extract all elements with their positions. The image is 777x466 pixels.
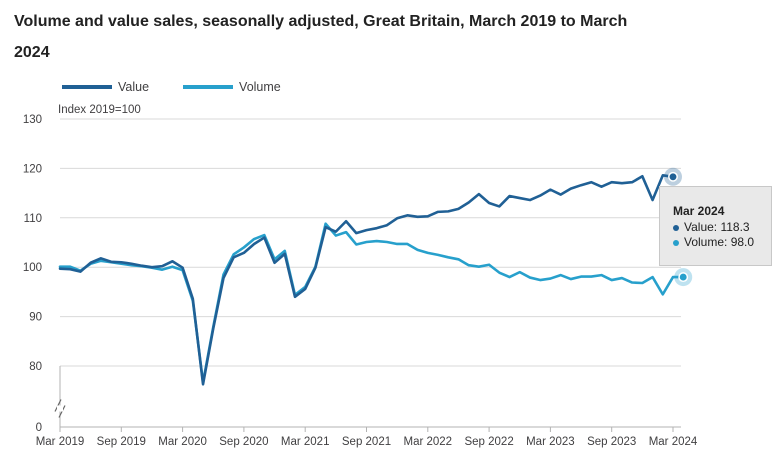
legend-label-value: Value (118, 80, 150, 94)
chart-title: Volume and value sales, seasonally adjus… (14, 13, 628, 61)
legend-swatch-volume (183, 85, 234, 89)
x-tick-label: Sep 2023 (587, 436, 636, 448)
marker-point-volume (678, 272, 689, 283)
legend-item-volume[interactable]: Volume (183, 80, 281, 94)
tooltip-dot-value (673, 224, 679, 231)
y-tick-label: 90 (29, 312, 42, 324)
y-tick-label: 110 (24, 213, 42, 225)
y-tick-label: 130 (23, 114, 42, 126)
series-line-volume (58, 222, 685, 384)
series-line-value (58, 174, 675, 386)
x-tick-label: Sep 2020 (219, 436, 268, 448)
hover-tooltip: Mar 2024 Value: 118.3 Volume: 98.0 (659, 186, 772, 266)
series-lines (58, 174, 685, 386)
tooltip-value-text: Value: 118.3 (684, 220, 750, 234)
legend-label-volume: Volume (239, 80, 281, 94)
x-tick-label: Sep 2021 (342, 436, 391, 448)
x-tick-label: Mar 2024 (649, 436, 698, 448)
y-tick-label: 120 (23, 163, 42, 175)
x-tick-label: Sep 2019 (97, 436, 146, 448)
tooltip-row-volume: Volume: 98.0 (673, 235, 771, 250)
tooltip-date: Mar 2024 (673, 204, 725, 218)
y-axis-unit-label: Index 2019=100 (58, 104, 141, 116)
legend: Value Volume (62, 78, 315, 96)
x-tick-label: Sep 2022 (464, 436, 513, 448)
legend-item-value[interactable]: Value (62, 80, 149, 94)
y-tick-label: 100 (23, 262, 42, 274)
x-tick-label: Mar 2022 (404, 436, 453, 448)
x-tick-label: Mar 2023 (526, 436, 575, 448)
x-tick-label: Mar 2019 (36, 436, 85, 448)
marker-point-value (668, 171, 678, 182)
x-axis-ticks: Mar 2019 Sep 2019 Mar 2020 Sep 2020 Mar 2021… (36, 427, 698, 448)
tooltip-dot-volume (673, 239, 679, 246)
gridlines (54, 118, 681, 428)
legend-swatch-value (62, 85, 112, 89)
x-tick-label: Mar 2020 (158, 436, 207, 448)
y-axis-ticks: 0 80 90 100 110 120 130 (23, 114, 42, 434)
y-tick-label: 0 (36, 422, 42, 434)
tooltip-row-value: Value: 118.3 (673, 220, 771, 235)
x-tick-label: Mar 2021 (281, 436, 330, 448)
hover-markers (664, 167, 693, 287)
axis-break-gap (57, 405, 63, 412)
tooltip-volume-text: Volume: 98.0 (684, 235, 755, 249)
y-tick-label: 80 (29, 361, 42, 373)
